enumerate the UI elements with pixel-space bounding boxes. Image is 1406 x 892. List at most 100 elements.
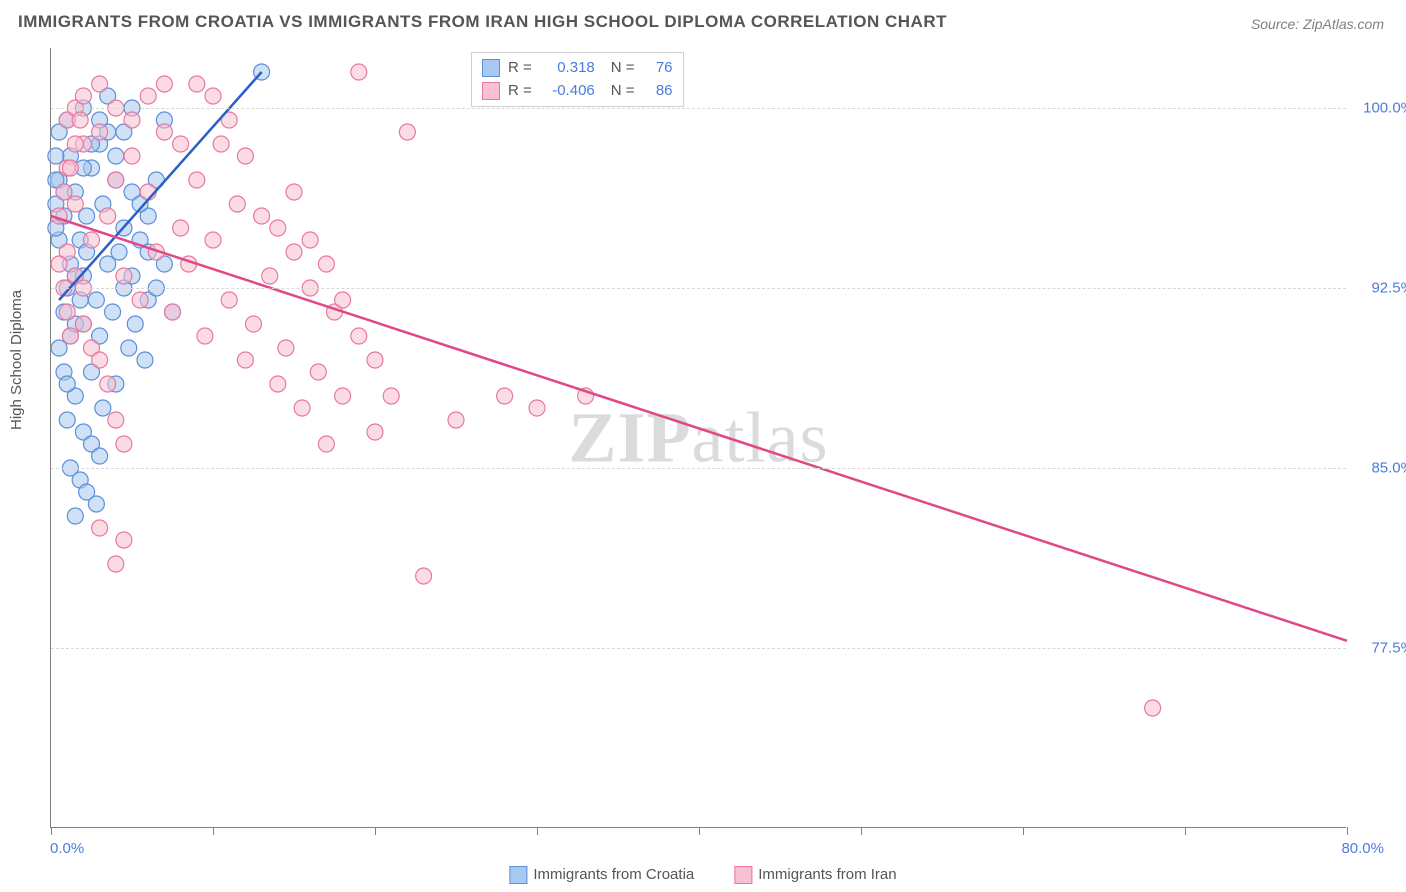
scatter-point [254,208,270,224]
y-tick-label: 100.0% [1354,100,1406,117]
scatter-point [137,352,153,368]
y-tick-label: 77.5% [1354,640,1406,657]
legend-item: Immigrants from Iran [734,866,896,884]
scatter-point [88,496,104,512]
scatter-point [335,292,351,308]
scatter-point [105,304,121,320]
scatter-point [92,76,108,92]
source-label: Source: ZipAtlas.com [1251,16,1384,32]
scatter-point [95,400,111,416]
legend-label: Immigrants from Iran [758,866,896,883]
x-tick [861,827,862,835]
chart-title: IMMIGRANTS FROM CROATIA VS IMMIGRANTS FR… [18,12,947,32]
scatter-point [92,124,108,140]
x-tick [537,827,538,835]
scatter-point [108,556,124,572]
scatter-point [448,412,464,428]
bottom-legend: Immigrants from Croatia Immigrants from I… [509,866,896,884]
gridline [51,288,1346,289]
scatter-point [116,268,132,284]
scatter-point [237,148,253,164]
plot-area: ZIPatlas R =0.318N =76R =-0.406N =86 77.… [50,48,1346,828]
x-tick [1185,827,1186,835]
gridline [51,648,1346,649]
scatter-point [62,160,78,176]
scatter-point [165,304,181,320]
scatter-point [124,112,140,128]
scatter-point [100,376,116,392]
scatter-point [72,112,88,128]
scatter-point [59,304,75,320]
scatter-point [62,328,78,344]
scatter-point [116,532,132,548]
scatter-point [278,340,294,356]
x-tick [1347,827,1348,835]
scatter-point [367,424,383,440]
x-tick [375,827,376,835]
scatter-point [189,76,205,92]
scatter-point [140,88,156,104]
scatter-point [399,124,415,140]
legend-swatch [509,866,527,884]
scatter-point [351,64,367,80]
scatter-point [75,316,91,332]
scatter-point [67,508,83,524]
scatter-point [213,136,229,152]
scatter-point [116,436,132,452]
scatter-point [92,520,108,536]
scatter-point [121,340,137,356]
scatter-point [92,352,108,368]
scatter-point [156,76,172,92]
scatter-point [51,256,67,272]
scatter-point [246,316,262,332]
scatter-point [108,172,124,188]
scatter-point [127,316,143,332]
scatter-point [156,124,172,140]
y-axis-label: High School Diploma [8,290,25,430]
scatter-point [270,376,286,392]
scatter-point [132,292,148,308]
scatter-point [351,328,367,344]
scatter-point [205,232,221,248]
scatter-point [318,256,334,272]
scatter-point [67,136,83,152]
x-tick [51,827,52,835]
scatter-point [286,244,302,260]
x-tick [1023,827,1024,835]
scatter-point [221,292,237,308]
legend-item: Immigrants from Croatia [509,866,694,884]
scatter-point [108,412,124,428]
scatter-point [529,400,545,416]
scatter-point [310,364,326,380]
scatter-point [189,172,205,188]
scatter-point [302,232,318,248]
scatter-point [286,184,302,200]
y-tick-label: 92.5% [1354,280,1406,297]
scatter-point [75,88,91,104]
scatter-point [59,412,75,428]
scatter-point [197,328,213,344]
x-axis-max-label: 80.0% [1341,840,1384,857]
scatter-point [205,88,221,104]
trend-line [51,216,1347,641]
scatter-point [416,568,432,584]
scatter-point [229,196,245,212]
chart-svg [51,48,1346,827]
scatter-point [173,136,189,152]
scatter-point [84,232,100,248]
scatter-point [497,388,513,404]
scatter-point [318,436,334,452]
scatter-point [59,376,75,392]
scatter-point [1145,700,1161,716]
scatter-point [108,148,124,164]
x-tick [699,827,700,835]
legend-label: Immigrants from Croatia [533,866,694,883]
scatter-point [124,148,140,164]
scatter-point [237,352,253,368]
x-tick [213,827,214,835]
scatter-point [92,448,108,464]
scatter-point [262,268,278,284]
scatter-point [335,388,351,404]
gridline [51,108,1346,109]
scatter-point [100,208,116,224]
